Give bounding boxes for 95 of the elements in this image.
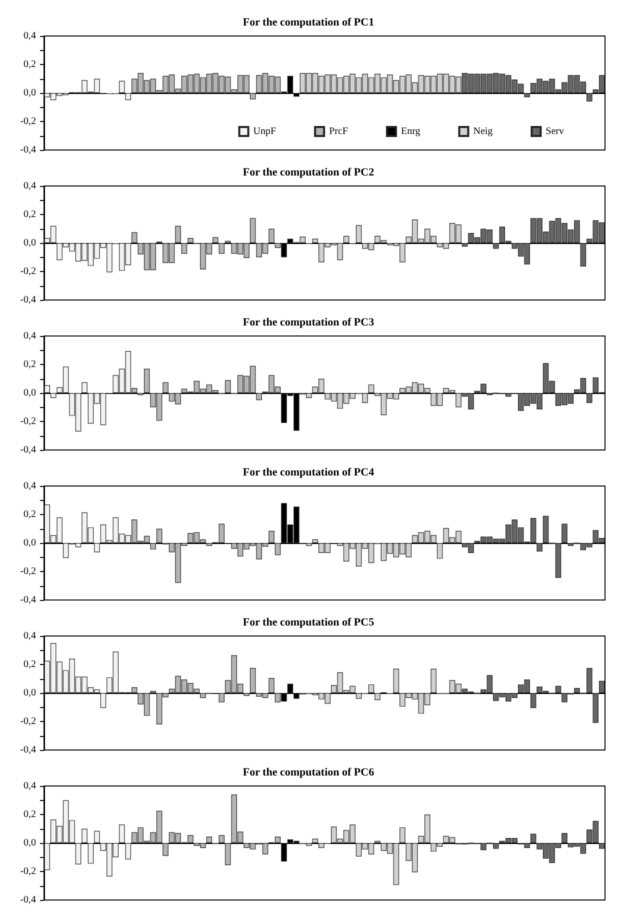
- bar: [274, 543, 281, 556]
- y-tick-label: 0,4: [24, 480, 36, 492]
- bar: [100, 693, 106, 708]
- y-tick-label: -0,4: [20, 144, 36, 156]
- bar: [132, 232, 138, 243]
- bar: [436, 543, 443, 559]
- bar: [206, 543, 212, 546]
- bar: [175, 226, 181, 243]
- chart-title: For the computation of PC3: [242, 316, 375, 328]
- bar: [599, 843, 605, 849]
- y-tick-label: 0,4: [24, 330, 36, 342]
- bar: [244, 693, 250, 696]
- bar: [94, 830, 100, 843]
- bar: [212, 237, 218, 243]
- y-tick-label: 0,0: [24, 238, 36, 248]
- y-tick-label: -0,4: [20, 594, 36, 606]
- bar: [586, 93, 592, 102]
- bar: [580, 243, 586, 267]
- y-tick-label: -0,2: [20, 716, 36, 727]
- y-tick-label: -0,2: [20, 266, 36, 277]
- bar: [268, 530, 274, 543]
- bar: [162, 843, 168, 856]
- y-tick-label: 0,2: [24, 59, 36, 70]
- bar: [312, 838, 318, 843]
- y-tick-label: 0,4: [24, 780, 36, 792]
- bar: [144, 368, 150, 393]
- bar: [125, 93, 132, 100]
- legend-label: Enrg: [400, 126, 420, 137]
- bar: [400, 827, 406, 843]
- legend-label: PrcF: [329, 126, 348, 137]
- chart-title: For the computation of PC6: [242, 766, 375, 778]
- bar: [44, 385, 50, 393]
- bar: [524, 93, 530, 98]
- bar: [586, 393, 592, 403]
- bar: [592, 693, 599, 723]
- y-tick-label: 0,0: [24, 538, 36, 548]
- bar: [82, 828, 88, 843]
- bar: [493, 243, 499, 249]
- y-tick-label: -0,2: [20, 866, 36, 877]
- bar: [374, 693, 380, 700]
- bar: [94, 543, 100, 552]
- bar: [250, 218, 256, 243]
- bar: [368, 384, 374, 393]
- y-tick-label: -0,2: [20, 116, 36, 127]
- bar: [156, 528, 162, 543]
- bar: [181, 243, 188, 254]
- bar: [150, 543, 156, 550]
- chart-title: For the computation of PC5: [242, 616, 375, 628]
- y-tick-label: 0,2: [24, 209, 36, 220]
- y-tick-label: 0,2: [24, 659, 36, 670]
- bar: [530, 834, 536, 843]
- y-tick-label: -0,4: [20, 894, 36, 906]
- bar: [536, 543, 542, 552]
- y-tick-label: 0,0: [24, 388, 36, 398]
- bar: [312, 539, 318, 543]
- y-tick-label: 0,4: [24, 30, 36, 42]
- bar: [599, 680, 605, 693]
- bar: [75, 843, 82, 864]
- y-tick-label: 0,4: [24, 630, 36, 642]
- y-tick-label: -0,4: [20, 444, 36, 456]
- bar: [44, 843, 50, 870]
- y-tick-label: -0,2: [20, 566, 36, 577]
- bar: [268, 678, 274, 693]
- y-tick-label: 0,4: [24, 180, 36, 192]
- bar: [462, 243, 468, 247]
- chart-title: For the computation of PC4: [242, 466, 375, 478]
- legend-label: Neig: [473, 126, 493, 137]
- bar: [256, 393, 262, 400]
- bar: [530, 693, 536, 708]
- y-tick-label: 0,0: [24, 838, 36, 848]
- bar: [82, 382, 88, 393]
- legend-label: Serv: [546, 126, 564, 137]
- legend-label: UnpF: [253, 126, 277, 137]
- chart-title: For the computation of PC1: [242, 16, 374, 28]
- bar: [250, 93, 256, 100]
- y-tick-label: 0,0: [24, 688, 36, 698]
- bar: [125, 843, 132, 860]
- y-tick-label: 0,2: [24, 359, 36, 370]
- y-tick-label: 0,0: [24, 88, 36, 98]
- bar: [162, 382, 168, 393]
- y-tick-label: 0,2: [24, 809, 36, 820]
- bar: [225, 843, 231, 866]
- bar: [50, 393, 56, 398]
- bar: [88, 843, 94, 864]
- bar: [119, 824, 125, 843]
- y-tick-label: -0,2: [20, 416, 36, 427]
- y-tick-label: -0,4: [20, 744, 36, 756]
- bar: [268, 228, 274, 243]
- chart-title: For the computation of PC2: [242, 166, 375, 178]
- bar: [218, 243, 225, 254]
- bar: [562, 833, 568, 843]
- y-tick-label: -0,4: [20, 294, 36, 306]
- y-tick-label: 0,2: [24, 509, 36, 520]
- bar: [562, 524, 568, 543]
- bar: [250, 668, 256, 693]
